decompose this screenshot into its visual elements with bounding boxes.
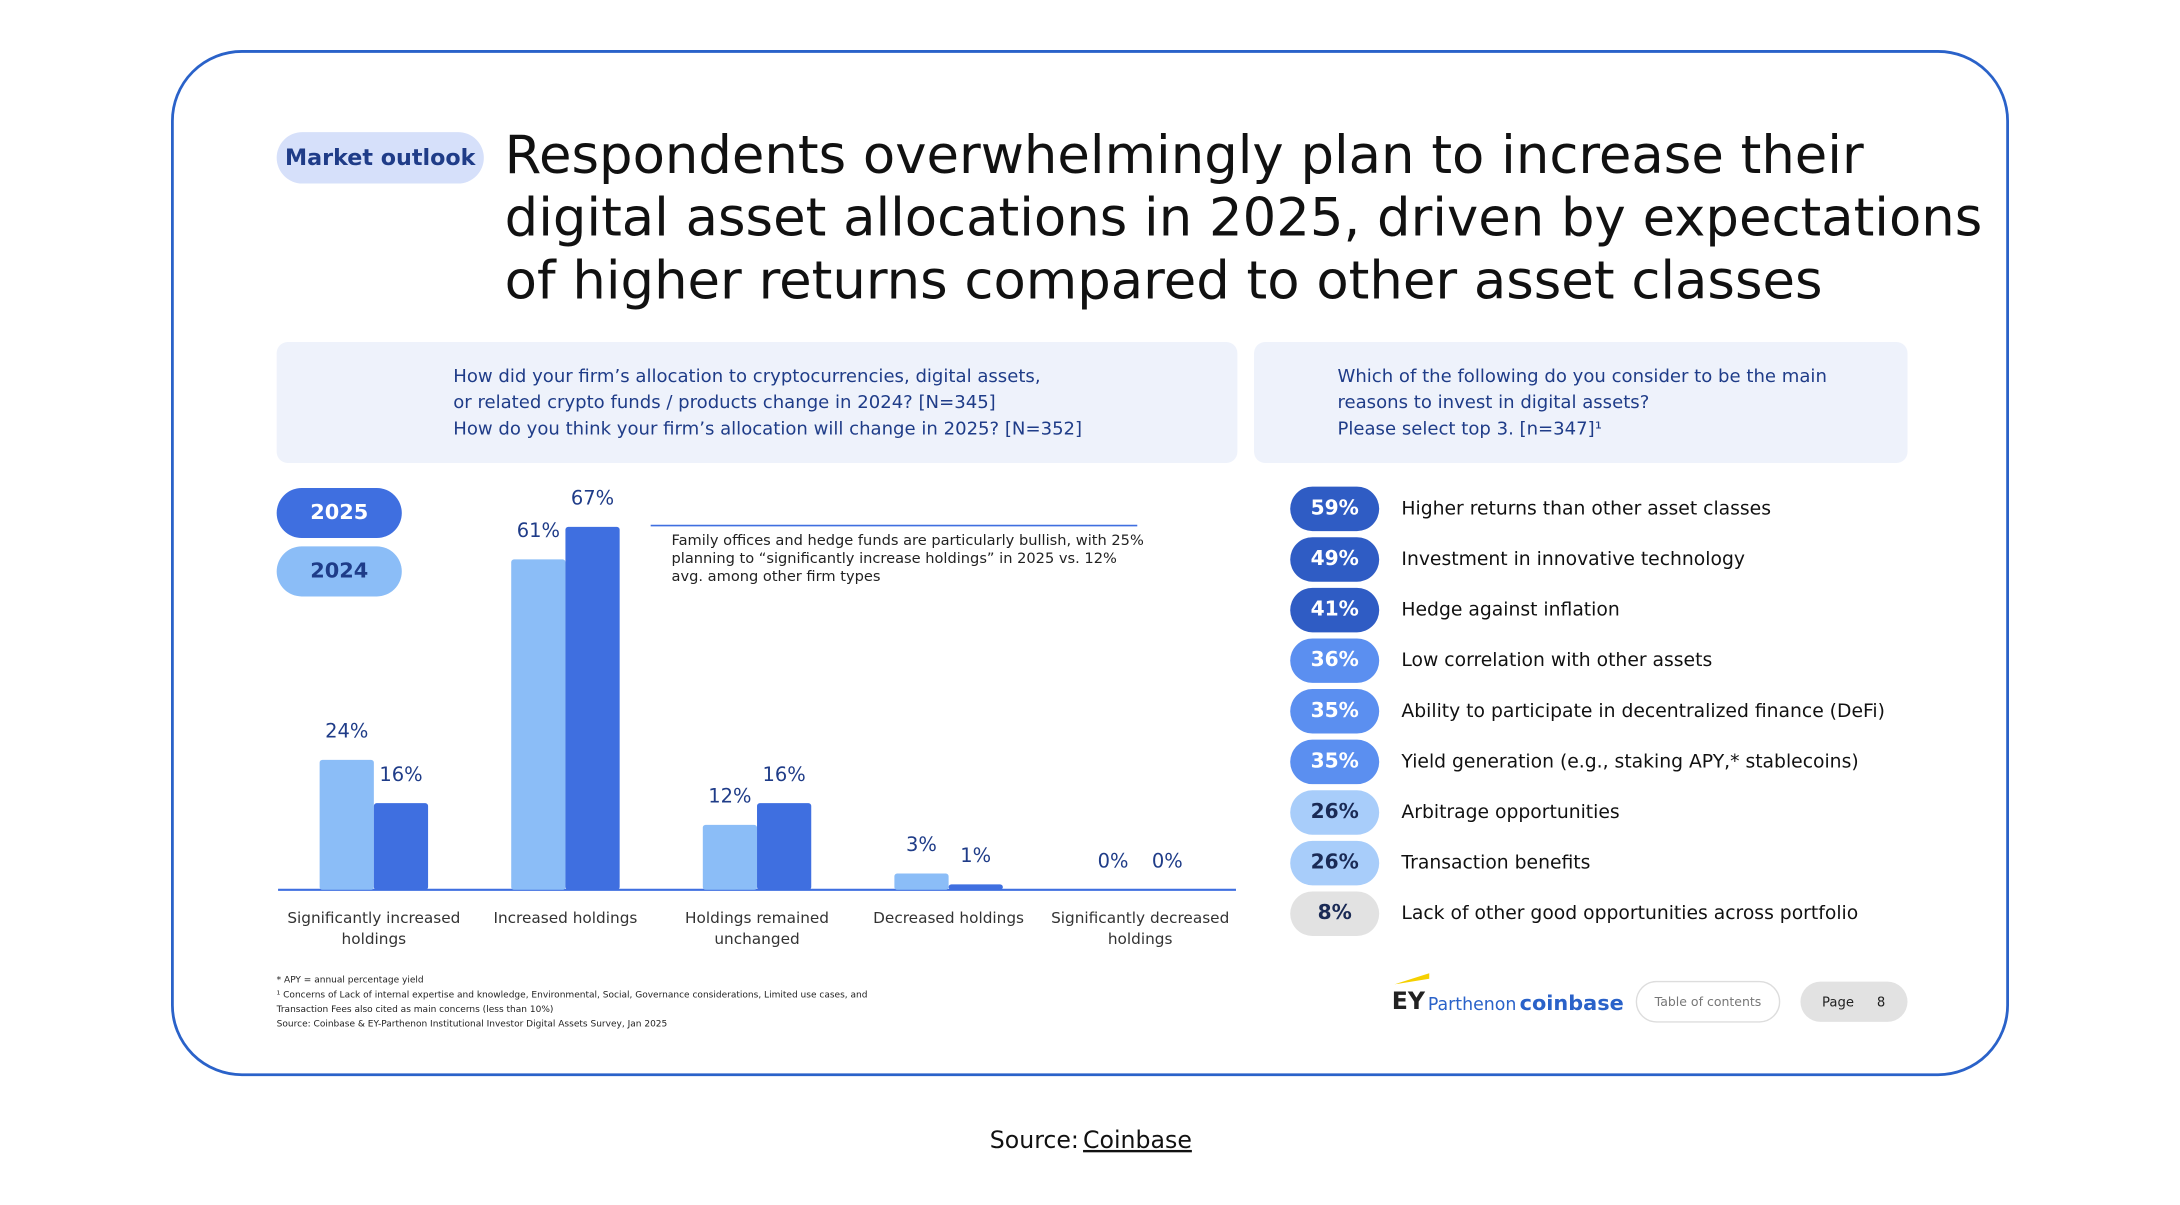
ey-mark (1394, 973, 1430, 985)
question: Please select top 3. [n=347]¹ (1337, 419, 1601, 440)
question: or related crypto funds / products chang… (453, 392, 996, 413)
value-label: 16% (763, 763, 806, 786)
value-pill (1290, 638, 1380, 683)
page-number: 8 (1877, 995, 1885, 1010)
bar (757, 803, 812, 890)
value-label: 0% (1098, 850, 1129, 873)
value-pill (1290, 840, 1380, 886)
question: reasons to invest in digital assets? (1337, 392, 1649, 413)
category-label: Yield generation (e.g., staking APY,* st… (1400, 751, 1858, 772)
value-label: 24% (325, 720, 368, 743)
category-label: Transaction benefits (1400, 853, 1590, 874)
category-label: Hedge against inflation (1401, 600, 1619, 621)
logo-coinbase: coinbase (1520, 991, 1624, 1015)
value-label: 35% (1311, 698, 1359, 722)
bar (702, 824, 758, 890)
bar (565, 526, 620, 890)
frame (171, 50, 2009, 1077)
category-label: Investment in innovative technology (1401, 549, 1745, 570)
value-label: 36% (1311, 647, 1359, 671)
footnote: Source: Coinbase & EY-Parthenon Institut… (277, 1019, 668, 1029)
value-label: 49% (1311, 546, 1359, 570)
value-pill (1290, 739, 1380, 785)
toc-button[interactable] (1635, 980, 1781, 1023)
legend-pill (276, 546, 402, 597)
value-pill (1290, 587, 1380, 633)
footnote: * APY = annual percentage yield (277, 976, 424, 986)
title-line: of higher returns compared to other asse… (505, 250, 1823, 311)
category-label: Low correlation with other assets (1401, 650, 1712, 671)
question-box (276, 342, 1238, 463)
category-label: Arbitrage opportunities (1401, 802, 1619, 823)
value-label: 26% (1311, 850, 1359, 874)
title-line: Respondents overwhelmingly plan to incre… (505, 125, 1864, 186)
source-label: Source: (990, 1126, 1079, 1154)
x-tick-label: Significantly decreased holdings (1051, 909, 1230, 949)
category-label: Higher returns than other asset classes (1401, 498, 1771, 519)
annotation: Family offices and hedge funds are parti… (671, 532, 1144, 586)
value-label: 41% (1311, 597, 1359, 621)
x-tick-label: Increased holdings (493, 909, 638, 928)
title-line: digital asset allocations in 2025, drive… (505, 188, 1983, 249)
category-box: Increased holdings (493, 909, 638, 928)
value-label: 0% (1152, 850, 1183, 873)
value-label: 8% (1318, 900, 1352, 924)
value-label: 61% (517, 519, 560, 542)
value-label: 59% (1311, 495, 1359, 519)
value-pill (1290, 537, 1380, 582)
legend-pill (276, 488, 402, 539)
value-label: 16% (379, 763, 422, 786)
category-box: Holdings remained unchanged (685, 909, 830, 949)
x-tick-label: Significantly increased holdings (287, 909, 461, 949)
toc-label[interactable]: Table of contents (1654, 994, 1762, 1009)
question: How did your firm’s allocation to crypto… (453, 366, 1040, 387)
category-box: Significantly decreased holdings (1051, 909, 1230, 949)
bar (511, 559, 566, 890)
value-label: 1% (960, 844, 991, 867)
category-box: Decreased holdings (873, 909, 1025, 928)
logo-ey: EY (1392, 987, 1426, 1015)
value-label: 26% (1311, 799, 1359, 823)
value-label: 35% (1311, 748, 1359, 772)
category-label: Lack of other good opportunities across … (1401, 903, 1858, 924)
value-pill (1290, 689, 1380, 734)
annotation-box: Family offices and hedge funds are parti… (671, 532, 1144, 586)
logo-parthenon: Parthenon (1428, 995, 1517, 1015)
tag-pill (276, 132, 484, 184)
x-tick-label: Decreased holdings (873, 909, 1025, 928)
page-pill (1800, 981, 1908, 1022)
value-label: 12% (708, 785, 751, 808)
source-link[interactable]: Coinbase (1083, 1126, 1192, 1154)
footnote: ¹ Concerns of Lack of internal expertise… (277, 990, 868, 1000)
footnote: Transaction Fees also cited as main conc… (276, 1005, 554, 1015)
bar (948, 884, 1003, 890)
bar (373, 803, 429, 890)
bar (319, 759, 374, 890)
question: How do you think your firm’s allocation … (453, 419, 1082, 440)
question: Which of the following do you consider t… (1337, 366, 1826, 387)
x-tick-label: Holdings remained unchanged (685, 909, 830, 949)
legend-label: 2025 (310, 500, 368, 524)
value-pill (1290, 790, 1380, 835)
value-label: 67% (571, 487, 614, 510)
bar (894, 873, 949, 890)
category-label: Ability to participate in decentralized … (1401, 701, 1885, 722)
category-box: Significantly increased holdings (287, 909, 461, 949)
legend-label: 2024 (310, 558, 368, 582)
page-label: Page (1822, 995, 1854, 1010)
question-box (1254, 342, 1908, 463)
value-pill (1290, 891, 1380, 936)
value-pill (1290, 486, 1380, 532)
tag: Market outlook (285, 145, 477, 171)
value-label: 3% (906, 833, 937, 856)
